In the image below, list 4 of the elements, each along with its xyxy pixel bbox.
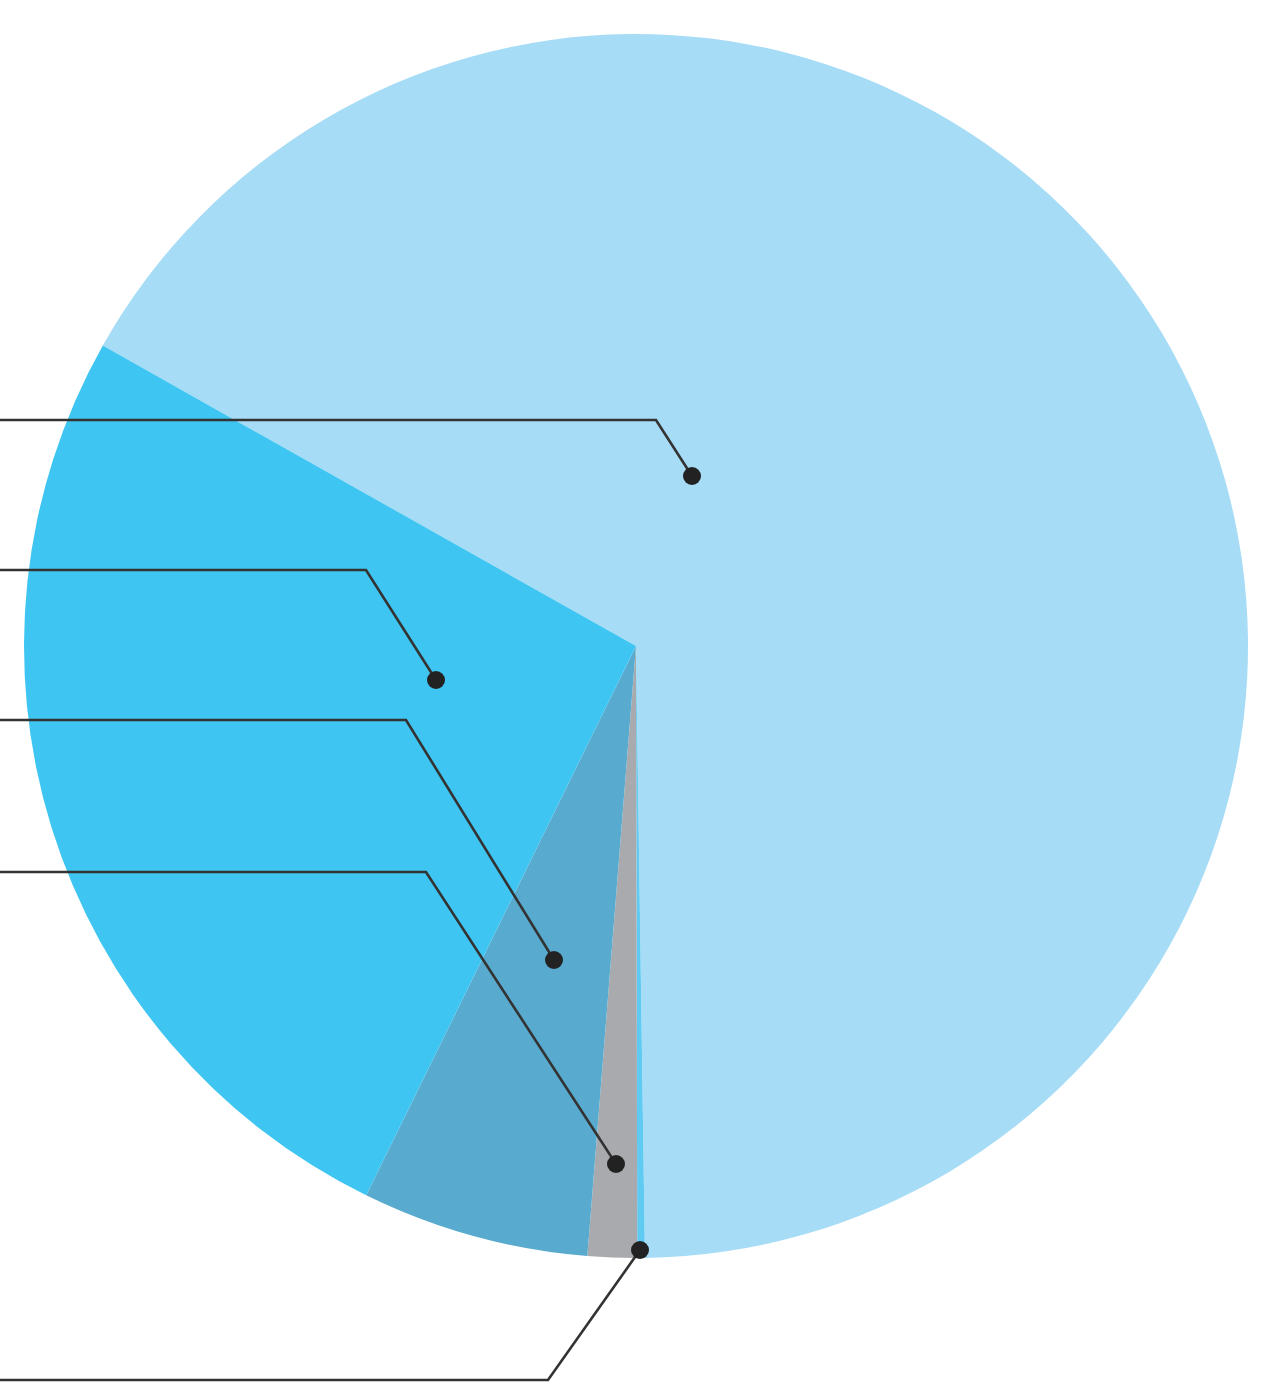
pie-slice (366, 646, 636, 1257)
pie-slice (102, 34, 1248, 1258)
pie-slice (587, 646, 638, 1258)
pie-slice (24, 345, 636, 1196)
